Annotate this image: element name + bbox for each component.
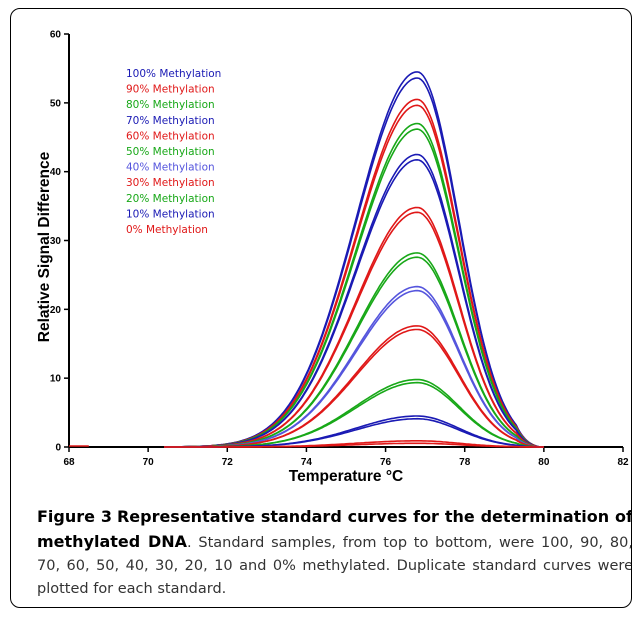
series-line: [164, 158, 544, 448]
x-tick-label: 78: [459, 457, 471, 468]
y-tick-label: 30: [50, 236, 62, 247]
legend-entry: 40% Methylation: [126, 162, 215, 174]
x-tick-label: 80: [538, 457, 550, 468]
x-tick-label: 68: [63, 457, 75, 468]
figure-title: Representative standard curves for the d…: [37, 507, 632, 551]
x-tick-label: 72: [222, 457, 234, 468]
x-tick-label: 76: [380, 457, 392, 468]
series-line: [164, 442, 544, 448]
chart-axes: 68 70 72 74 76 78 80 82 0 10 20 30 40 50 60: [50, 30, 629, 469]
y-tick-label: 50: [50, 98, 62, 109]
series-line: [164, 381, 544, 448]
melt-curve-chart: 68 70 72 74 76 78 80 82 0 10 20 30 40 50 60 100% Methy…: [36, 30, 629, 486]
legend-entry: 90% Methylation: [126, 84, 215, 96]
x-axis-label: Temperature °C: [289, 468, 403, 485]
chart-curves: [69, 71, 544, 448]
x-tick-label: 82: [617, 457, 629, 468]
x-tick-label: 74: [301, 457, 313, 468]
legend-entry: 60% Methylation: [126, 130, 215, 142]
legend-entry: 20% Methylation: [126, 193, 215, 205]
y-tick-label: 20: [50, 305, 62, 316]
legend-entry: 50% Methylation: [126, 146, 215, 158]
y-tick-label: 0: [55, 443, 61, 454]
legend-entry: 0% Methylation: [126, 224, 208, 236]
x-tick-label: 70: [143, 457, 155, 468]
figure-caption-body: . Standard samples, from top to bottom, …: [37, 535, 632, 597]
legend-entry: 100% Methylation: [126, 68, 221, 80]
y-tick-label: 10: [50, 374, 62, 385]
legend-entry: 80% Methylation: [126, 99, 215, 111]
figure-caption: Figure 3 Representative standard curves …: [37, 505, 632, 601]
figure-label: Figure 3: [37, 507, 113, 526]
y-tick-label: 40: [50, 167, 62, 178]
series-line: [164, 153, 544, 448]
legend-entry: 30% Methylation: [126, 177, 215, 189]
figure-frame: 68 70 72 74 76 78 80 82 0 10 20 30 40 50 60 100% Methy…: [10, 8, 632, 608]
y-axis-label: Relative Signal Difference: [36, 151, 53, 342]
legend-entry: 70% Methylation: [126, 115, 215, 127]
y-tick-label: 60: [50, 30, 62, 41]
chart-legend: 100% Methylation 90% Methylation 80% Methy…: [126, 68, 221, 236]
legend-entry: 10% Methylation: [126, 208, 215, 220]
